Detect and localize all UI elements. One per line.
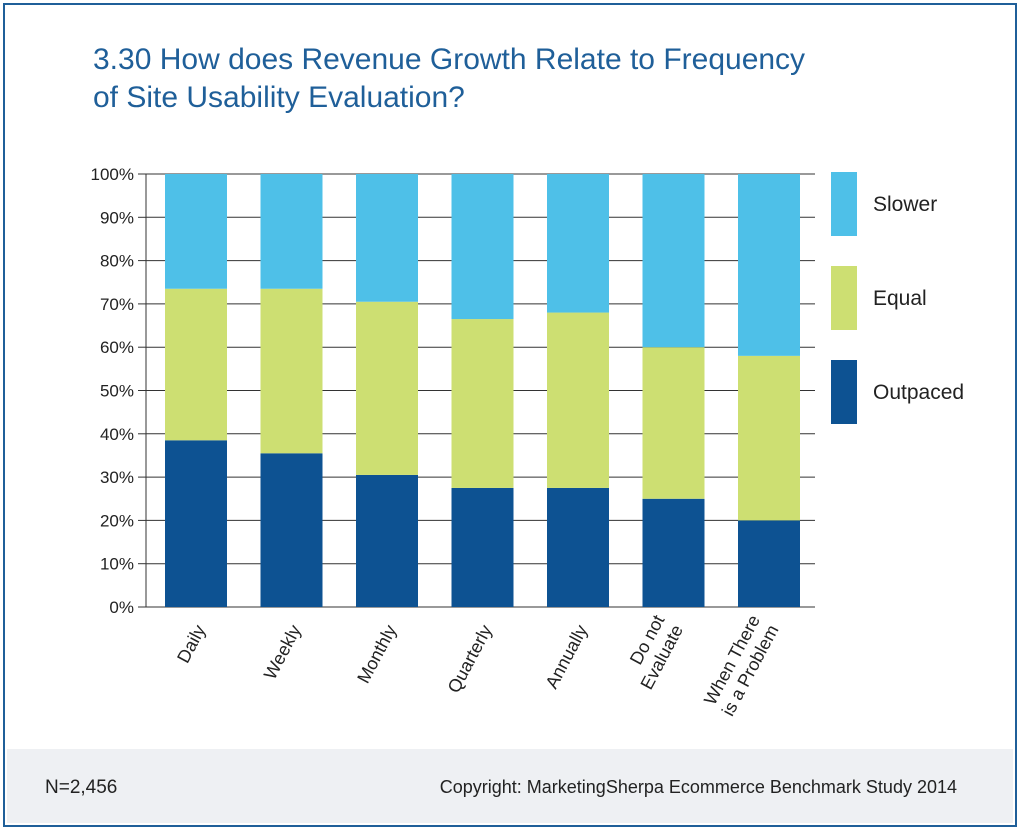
bar-segment-slower [451, 174, 514, 320]
bar-segment-equal [451, 319, 514, 488]
bar-segment-equal [356, 301, 418, 475]
y-tick-label: 50% [100, 382, 134, 401]
x-tick-label: Weekly [260, 621, 305, 682]
x-tick-label-line: Annually [541, 621, 591, 691]
bar-segment-slower [738, 174, 800, 356]
bar-segment-equal [738, 355, 800, 521]
bar-segment-outpaced [642, 498, 705, 607]
stacked-bar-chart: 0% 10% 20% 30% 40% 50% 60% 70% 80% 90% 100% Daily We… [91, 165, 965, 720]
x-tick-label-line: Daily [173, 621, 209, 666]
legend-label-outpaced: Outpaced [873, 381, 964, 404]
y-tick-label: 10% [100, 555, 134, 574]
y-tick-label: 40% [100, 425, 134, 444]
x-tick-label: Quarterly [444, 621, 496, 696]
x-tick-label: When Thereis a Problem [699, 612, 782, 720]
legend-label-equal: Equal [873, 287, 927, 310]
y-tick-label: 0% [109, 598, 134, 617]
sample-size-label: N=2,456 [45, 777, 118, 798]
x-tick-label: Annually [541, 621, 591, 691]
x-tick-label-line: Weekly [260, 621, 305, 682]
y-tick-label: 90% [100, 208, 134, 227]
bar-segment-slower [356, 174, 418, 302]
chart-title-line-1: 3.30 How does Revenue Growth Relate to F… [93, 43, 806, 76]
bar-segment-outpaced [165, 440, 227, 607]
y-tick-label: 80% [100, 252, 134, 271]
legend-swatch-slower [831, 172, 857, 236]
x-tick-label: Daily [173, 621, 209, 666]
bar-segment-equal [642, 347, 705, 499]
bar-segment-outpaced [451, 487, 514, 607]
chart-title-line-2: of Site Usability Evaluation? [93, 81, 465, 114]
bar-segment-equal [547, 312, 609, 488]
bar-segment-outpaced [738, 520, 800, 607]
legend-swatch-equal [831, 266, 857, 330]
bar-segment-slower [547, 174, 609, 313]
y-tick-label: 30% [100, 468, 134, 487]
x-tick-label-line: Monthly [353, 621, 400, 686]
bar-segment-outpaced [260, 453, 323, 607]
legend-label-slower: Slower [873, 193, 937, 216]
bar-segment-equal [260, 288, 323, 454]
footer: N=2,456 Copyright: MarketingSherpa Ecomm… [7, 749, 1013, 823]
bar-segment-slower [165, 174, 227, 289]
bar-segment-outpaced [356, 474, 418, 607]
bar-segment-slower [642, 174, 705, 348]
y-tick-label: 100% [91, 165, 134, 184]
x-tick-label: Monthly [353, 621, 400, 686]
bar-segment-slower [260, 174, 323, 289]
copyright-label: Copyright: MarketingSherpa Ecommerce Ben… [439, 777, 957, 797]
bar-segment-outpaced [547, 487, 609, 607]
x-tick-label-line: Quarterly [444, 621, 496, 696]
y-tick-label: 60% [100, 338, 134, 357]
bar-segment-equal [165, 288, 227, 441]
y-tick-label: 70% [100, 295, 134, 314]
y-tick-label: 20% [100, 511, 134, 530]
legend-swatch-outpaced [831, 360, 857, 424]
chart-title: 3.30 How does Revenue Growth Relate to F… [93, 41, 953, 117]
x-tick-label: Do notEvaluate [618, 612, 687, 693]
